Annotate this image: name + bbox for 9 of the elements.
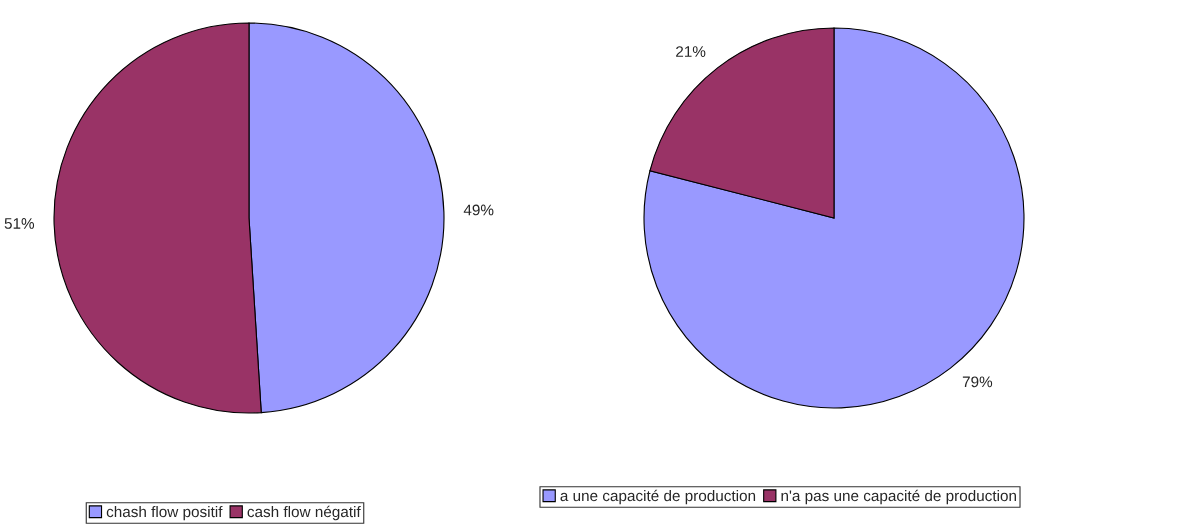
data-label: 49%: [463, 204, 494, 216]
legend-label: a une capacité de production: [560, 489, 756, 505]
pie-slice: [643, 27, 1025, 409]
legend-label: n'a pas une capacité de production: [781, 489, 1016, 505]
data-label: 21%: [676, 46, 706, 57]
data-label: 51%: [4, 218, 35, 229]
data-label: 79%: [962, 376, 993, 388]
legend-label: cash flow négatif: [247, 505, 361, 521]
legend-label: chash flow positif: [106, 505, 223, 521]
